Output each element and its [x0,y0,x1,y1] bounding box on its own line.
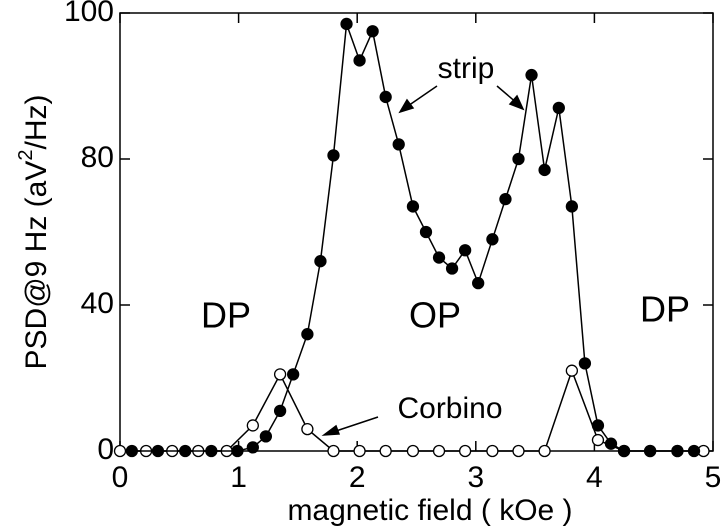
data-point [512,444,525,458]
arrowhead [508,94,525,111]
arrows [321,85,525,436]
data-point [301,422,314,436]
x-tick-label: 2 [349,461,366,494]
data-point [259,430,273,443]
arrowhead [398,98,415,114]
data-point [113,444,127,458]
data-point [472,276,485,290]
y-label-sup: 2 [15,150,37,161]
series-line [131,23,695,452]
data-point [643,444,657,458]
data-point [687,444,701,458]
data-point [486,233,499,246]
arrowhead [321,424,341,436]
y-axis-label: PSD@9 Hz (aV2/Hz) [15,95,53,370]
data-point [512,152,525,166]
data-point [125,444,139,458]
data-point [538,444,551,458]
data-point [445,262,459,275]
data-point [151,444,165,458]
data-point [301,328,314,341]
data-point [353,54,366,67]
data-point [565,364,579,377]
x-tick-label: 3 [467,461,484,494]
data-point [406,444,420,458]
data-point [604,437,618,450]
annotation: Corbino [397,392,502,425]
annotation: OP [409,295,461,336]
data-point [366,25,379,38]
data-point [591,419,605,432]
y-tick-label: 80 [81,141,114,174]
y-tick-label: 0 [97,433,114,466]
data-point [538,163,551,177]
data-point [591,433,605,447]
data-point [246,441,259,454]
data-point [617,444,631,458]
data-point [205,444,218,458]
data-point [406,200,420,213]
data-point [458,444,472,458]
data-point [327,149,340,162]
data-point [246,419,259,432]
data-point [432,444,446,458]
data-point [179,444,192,458]
data-point [565,200,579,213]
data-point [379,444,392,458]
data-point [273,404,287,418]
plot-frame [119,12,714,452]
x-tick-label: 1 [230,461,247,494]
data-point [353,444,366,458]
data-point [340,17,353,31]
data-point [486,444,499,458]
data-point [314,255,327,268]
data-point [578,357,592,370]
x-axis-label: magnetic field ( kOe ) [287,494,572,527]
y-label-main: PSD@9 Hz (aV [20,161,53,370]
y-tick-label: 40 [81,287,114,320]
x-tick-label: 5 [705,461,722,494]
data-point [432,251,446,264]
y-label-tail: /Hz) [20,95,53,150]
data-point [379,90,392,104]
annotation: DP [201,295,251,336]
x-tick-label: 0 [112,461,129,494]
data-point [231,444,244,458]
data-point [273,368,287,381]
data-point [552,101,565,115]
data-point [392,138,405,151]
annotation: DP [640,289,690,330]
data-point [287,368,300,381]
data-point [327,444,340,458]
x-tick-label: 4 [586,461,603,494]
data-point [525,68,538,82]
data-point [419,225,433,239]
data-point [458,244,472,257]
annotation: strip [438,52,495,85]
y-tick-label: 100 [64,0,114,28]
data-point [671,444,684,458]
data-point [499,192,512,206]
